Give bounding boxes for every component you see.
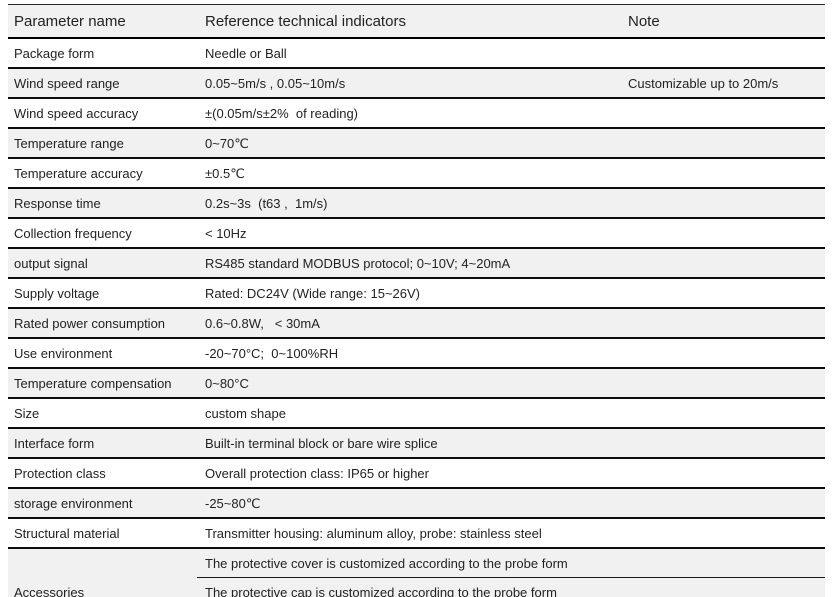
value-cell: 0.2s~3s (t63 , 1m/s) — [197, 187, 620, 218]
value-cell: Overall protection class: IP65 or higher — [197, 457, 620, 488]
table-body: Package form Needle or Ball Wind speed ran… — [8, 37, 825, 597]
param-cell: Protection class — [8, 457, 197, 488]
param-cell: Wind speed range — [8, 67, 197, 98]
table-row: Temperature range 0~70℃ — [8, 127, 825, 158]
param-cell: Supply voltage — [8, 277, 197, 308]
note-cell — [620, 337, 825, 368]
note-cell — [620, 127, 825, 158]
col-header-note: Note — [620, 4, 825, 39]
param-cell: Collection frequency — [8, 217, 197, 248]
note-cell: Customizable up to 20m/s — [620, 67, 825, 98]
table-row: Size custom shape — [8, 397, 825, 428]
param-cell: Size — [8, 397, 197, 428]
table-row: Rated power consumption 0.6~0.8W, < 30mA — [8, 307, 825, 338]
col-header-reference-technical-indicators: Reference technical indicators — [197, 4, 620, 39]
note-cell — [620, 247, 825, 278]
table-header: Parameter name Reference technical indic… — [8, 4, 825, 39]
param-cell: Response time — [8, 187, 197, 218]
param-cell: Interface form — [8, 427, 197, 458]
table-row-accessories: The protective cap is customized accordi… — [8, 577, 825, 597]
accessories-group-label: Accessories — [8, 547, 197, 597]
param-cell: Wind speed accuracy — [8, 97, 197, 128]
value-cell: -25~80℃ — [197, 487, 620, 518]
note-cell — [620, 367, 825, 398]
value-cell: Needle or Ball — [197, 37, 620, 68]
note-cell — [620, 217, 825, 248]
value-cell: The protective cover is customized accor… — [197, 547, 825, 578]
note-cell — [620, 97, 825, 128]
table-row: Collection frequency < 10Hz — [8, 217, 825, 248]
param-cell: Package form — [8, 37, 197, 68]
value-cell: ±0.5℃ — [197, 157, 620, 188]
note-cell — [620, 277, 825, 308]
note-cell — [620, 187, 825, 218]
table-row: Use environment -20~70°C; 0~100%RH — [8, 337, 825, 368]
header-row: Parameter name Reference technical indic… — [8, 4, 825, 39]
table-row: Wind speed accuracy ±(0.05m/s±2% of readi… — [8, 97, 825, 128]
value-cell: Rated: DC24V (Wide range: 15~26V) — [197, 277, 620, 308]
value-cell: custom shape — [197, 397, 620, 428]
param-cell: output signal — [8, 247, 197, 278]
param-cell: Structural material — [8, 517, 197, 548]
value-cell: -20~70°C; 0~100%RH — [197, 337, 620, 368]
param-cell: Rated power consumption — [8, 307, 197, 338]
table-row: Protection class Overall protection class… — [8, 457, 825, 488]
note-cell — [620, 517, 825, 548]
spec-table: Parameter name Reference technical indic… — [8, 4, 825, 597]
note-cell — [620, 307, 825, 338]
param-cell: Temperature range — [8, 127, 197, 158]
param-cell: Temperature compensation — [8, 367, 197, 398]
param-cell: storage environment — [8, 487, 197, 518]
param-cell: Use environment — [8, 337, 197, 368]
note-cell — [620, 457, 825, 488]
value-cell: 0~80°C — [197, 367, 620, 398]
table-row-accessories: Accessories The protective cover is custo… — [8, 547, 825, 597]
note-cell — [620, 397, 825, 428]
col-header-parameter-name: Parameter name — [8, 4, 197, 39]
table-row: Package form Needle or Ball — [8, 37, 825, 68]
value-cell: 0.05~5m/s , 0.05~10m/s — [197, 67, 620, 98]
param-cell: Temperature accuracy — [8, 157, 197, 188]
table-row: Structural material Transmitter housing: … — [8, 517, 825, 548]
note-cell — [620, 427, 825, 458]
value-cell: RS485 standard MODBUS protocol; 0~10V; 4… — [197, 247, 620, 278]
note-cell — [620, 487, 825, 518]
value-cell: 0.6~0.8W, < 30mA — [197, 307, 620, 338]
value-cell: Transmitter housing: aluminum alloy, pro… — [197, 517, 620, 548]
table-row: Response time 0.2s~3s (t63 , 1m/s) — [8, 187, 825, 218]
table-row: Interface form Built-in terminal block or… — [8, 427, 825, 458]
table-row: storage environment -25~80℃ — [8, 487, 825, 518]
value-cell: ±(0.05m/s±2% of reading) — [197, 97, 620, 128]
value-cell: 0~70℃ — [197, 127, 620, 158]
value-cell: < 10Hz — [197, 217, 620, 248]
table-row: Supply voltage Rated: DC24V (Wide range: … — [8, 277, 825, 308]
value-cell: The protective cap is customized accordi… — [197, 577, 825, 597]
table-row: Temperature compensation 0~80°C — [8, 367, 825, 398]
value-cell: Built-in terminal block or bare wire spl… — [197, 427, 620, 458]
table-row: output signal RS485 standard MODBUS proto… — [8, 247, 825, 278]
table-row: Temperature accuracy ±0.5℃ — [8, 157, 825, 188]
table-row: Wind speed range 0.05~5m/s , 0.05~10m/s Cu… — [8, 67, 825, 98]
note-cell — [620, 37, 825, 68]
note-cell — [620, 157, 825, 188]
